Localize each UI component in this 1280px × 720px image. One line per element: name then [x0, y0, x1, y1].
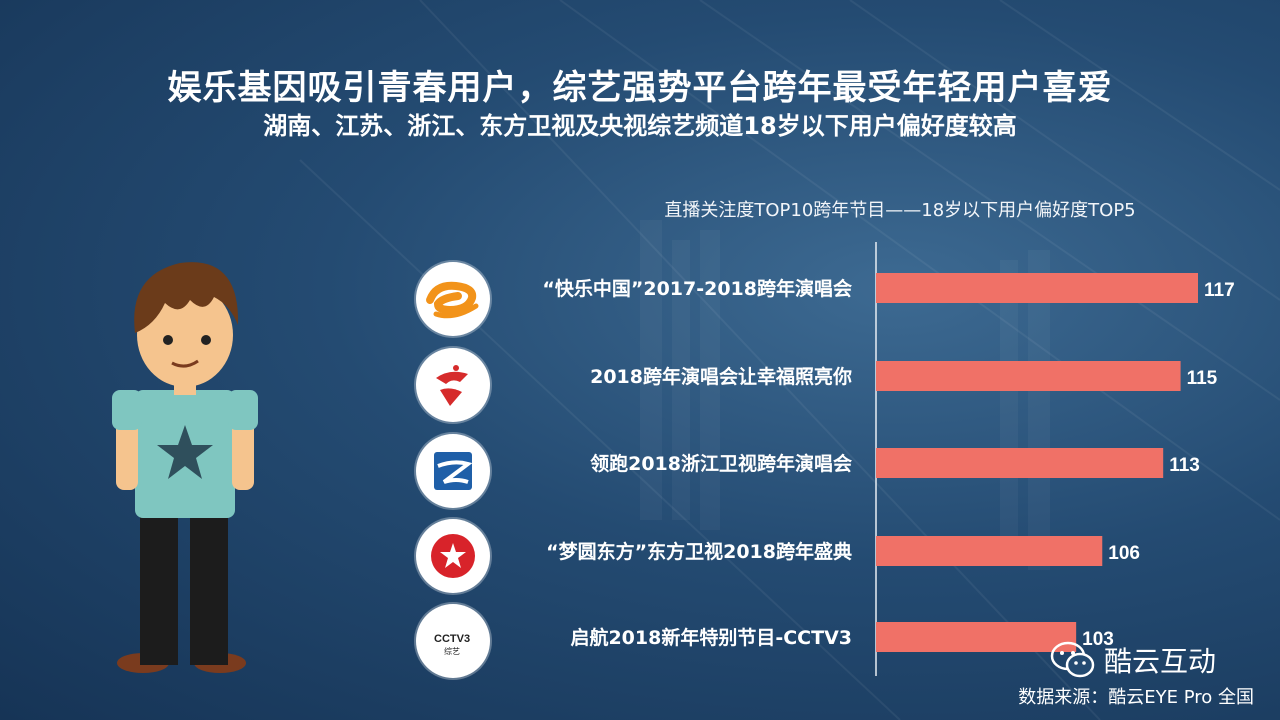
hunan-tv-logo-icon: [416, 262, 490, 336]
bar-value-label-4: 106: [1108, 543, 1140, 564]
cartoon-boy-illustration: [112, 262, 258, 673]
category-label-5: 启航2018新年特别节目-CCTV3: [570, 626, 852, 649]
category-label-3: 领跑2018浙江卫视跨年演唱会: [590, 452, 852, 475]
bar-value-label-3: 113: [1169, 455, 1200, 476]
bar-value-label-5: 103: [1082, 629, 1114, 650]
data-source: 数据来源：酷云EYE Pro 全国: [1018, 687, 1254, 708]
dragon-tv-logo-icon: [416, 519, 490, 593]
brand-name: 酷云互动: [1104, 645, 1217, 678]
zhejiang-tv-logo-icon: [416, 434, 490, 508]
wechat-icon: [1050, 641, 1095, 678]
bar-4: [876, 536, 1103, 566]
bar-1: [876, 273, 1198, 303]
category-label-2: 2018跨年演唱会让幸福照亮你: [590, 365, 852, 388]
category-label-1: “快乐中国”2017-2018跨年演唱会: [542, 277, 852, 300]
jiangsu-tv-logo-icon: [416, 348, 490, 422]
cctv3-logo-icon: CCTV3 综艺: [416, 604, 490, 678]
chart-title: 直播关注度TOP10跨年节目——18岁以下用户偏好度TOP5: [664, 200, 1136, 221]
cctv3-logo-text: CCTV3: [434, 633, 470, 645]
cctv3-logo-subtext: 综艺: [444, 646, 460, 656]
bar-value-label-1: 117: [1204, 280, 1235, 301]
bar-3: [876, 448, 1164, 478]
page-subtitle: 湖南、江苏、浙江、东方卫视及央视综艺频道18岁以下用户偏好度较高: [263, 112, 1017, 140]
brand: 酷云互动: [1050, 640, 1216, 680]
bar-value-label-2: 115: [1187, 368, 1218, 389]
page-title: 娱乐基因吸引青春用户，综艺强势平台跨年最受年轻用户喜爱: [167, 68, 1113, 108]
bar-5: [876, 622, 1077, 652]
category-label-4: “梦圆东方”东方卫视2018跨年盛典: [546, 540, 852, 563]
bar-2: [876, 361, 1181, 391]
